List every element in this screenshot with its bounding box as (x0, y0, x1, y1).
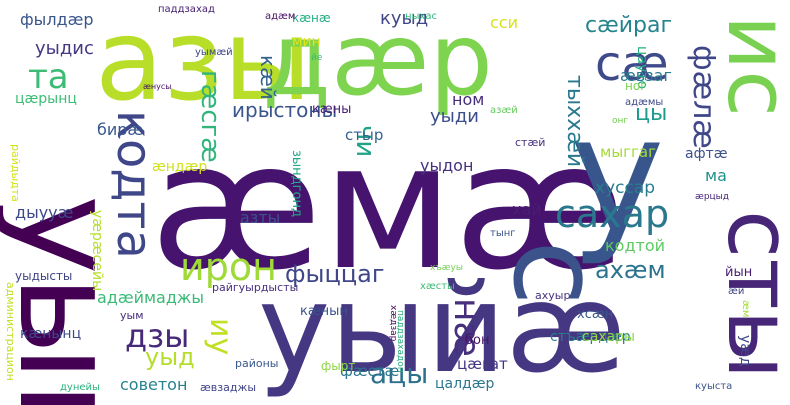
word-sty: сты (708, 210, 790, 380)
word-faelae: фæлæ (686, 45, 721, 149)
word-uycy: уыцы (0, 195, 146, 405)
word-fyldaer: фылдæр (20, 10, 94, 29)
word-haesty: хæсты (420, 281, 455, 292)
word-ong: онг (612, 116, 629, 126)
word-sae: сæ (595, 36, 669, 92)
word-ahuyr: ахуыр (535, 289, 571, 302)
word-uydon: уыдон (420, 156, 474, 175)
word-bon: бон (465, 333, 490, 348)
word-zyndgond: зындгонд (289, 150, 304, 217)
word-rajony: районы (235, 357, 279, 370)
word-aevzadzhy: æвзаджы (200, 381, 257, 394)
word-irystony: ирыстоны (232, 98, 338, 122)
word-fyrt: фырт (321, 359, 356, 373)
word-uydi: уыди (430, 106, 480, 127)
word-kaej: кæй (256, 55, 280, 100)
word-ta: та (28, 57, 69, 97)
word-uymaej: уымæй (195, 47, 233, 58)
word-nae: нæ (446, 298, 487, 357)
word-aendaer: æндæр (152, 159, 208, 175)
word-styr: стыр (345, 126, 384, 144)
word-u: у (570, 81, 665, 268)
word-caegat: цæгат (457, 355, 508, 373)
word-rajguyrdysty: райгуырдысты (212, 281, 299, 294)
word-nog: ног (625, 79, 647, 93)
word-dunejy: дунейы (60, 382, 100, 393)
word-tyhhaej: тыххæй (562, 75, 587, 168)
word-uym: уым (120, 309, 144, 322)
word-uyjae: уыйæ (258, 258, 626, 400)
word-kodta: кодта (106, 110, 162, 259)
word-aem: æм (740, 300, 751, 318)
word-ssi: сси (490, 13, 518, 32)
word-stjaerdaer: стъæрдæр (550, 329, 631, 345)
word-hjaeuy: хъæуы (430, 263, 463, 273)
word-iron: ирон (180, 245, 277, 289)
word-jyn: йын (725, 265, 753, 280)
word-cy: цы (635, 101, 668, 126)
word-haedzar: хæдзар (388, 305, 398, 342)
word-aevzag: æвзаг (620, 66, 672, 85)
word-saejrag: сæйраг (585, 13, 673, 38)
word-tyng: тынг (490, 228, 516, 239)
word-caldaer: цалдæр (435, 376, 495, 392)
word-myggag: мыггаг (600, 143, 656, 161)
word-nom: ном (452, 90, 485, 109)
word-sahary: сахары (582, 329, 636, 345)
word-dyuuae: дыууæ (15, 203, 74, 222)
word-fyccag: фыццаг (285, 260, 385, 288)
word-adaejmadzhy: адæймаджы (97, 288, 204, 307)
word-adaemy: адæмы (625, 97, 664, 108)
word-caerync: цæрынц (15, 91, 77, 107)
word-uaeraesejy: уæрæсейы (89, 210, 105, 292)
word-paddzahad: паддзахад (158, 4, 215, 15)
word-hsaen: хсæн (577, 307, 614, 322)
word-je: йе (311, 53, 323, 63)
word-faestae: фæстæ (340, 362, 400, 380)
word-nyhas: ныхас (405, 11, 437, 22)
word-kodtoj: кодтой (605, 236, 666, 255)
word-ma: ма (705, 166, 727, 185)
word-gaesgae: гæсгæ (195, 70, 225, 163)
word-uydis: уыдис (35, 38, 94, 59)
word-chi: чи (350, 125, 380, 158)
word-iu: иу (203, 318, 238, 356)
word-acy: ацы (370, 357, 429, 390)
word-uyd: уыд (145, 343, 195, 371)
word-paddzahadon: паддзахадон (395, 310, 405, 373)
word-kaenync: кæнынц (20, 326, 82, 342)
word-uaed: уæд (737, 335, 753, 367)
word-hussar: хуссар (595, 178, 656, 198)
word-kaenae: кæнæ (292, 11, 331, 25)
word-aftae: афтæ (685, 146, 728, 162)
word-kaeny: кæны (312, 102, 352, 117)
word-sahar: сахар (555, 192, 670, 236)
word-ema: æмæ (150, 106, 626, 309)
word-azaej: азæй (490, 105, 518, 116)
word-cauto: цауто (634, 46, 650, 90)
word-adaem: адæм (265, 11, 296, 22)
word-haj: хай (512, 200, 542, 219)
word-uydysty: уыдысты (15, 269, 73, 283)
word-kuysta: куыста (695, 381, 733, 392)
word-rajdydta: райдыдта (9, 144, 22, 202)
word-soveton: советон (120, 375, 188, 394)
word-aercyd: æрцыд (695, 192, 730, 202)
word-aenusy: æнусы (143, 82, 172, 91)
word-administracion: администрацион (4, 282, 17, 381)
word-ahaem: ахæм (595, 256, 666, 284)
word-azy: азы (95, 0, 312, 126)
word-staej: стæй (515, 136, 546, 149)
word-s: с (486, 240, 625, 306)
word-dzy: дзы (125, 317, 190, 355)
word-is: ис (708, 15, 790, 117)
word-kuyd: куыд (380, 8, 429, 29)
word-kaenyn: кæнын (300, 304, 348, 319)
word-azty: азты (240, 208, 281, 227)
word-aej: æй (728, 286, 745, 297)
word-min: мин (292, 34, 321, 50)
word-daer: дæр (262, 1, 493, 118)
word-birae: бирæ (97, 120, 144, 139)
